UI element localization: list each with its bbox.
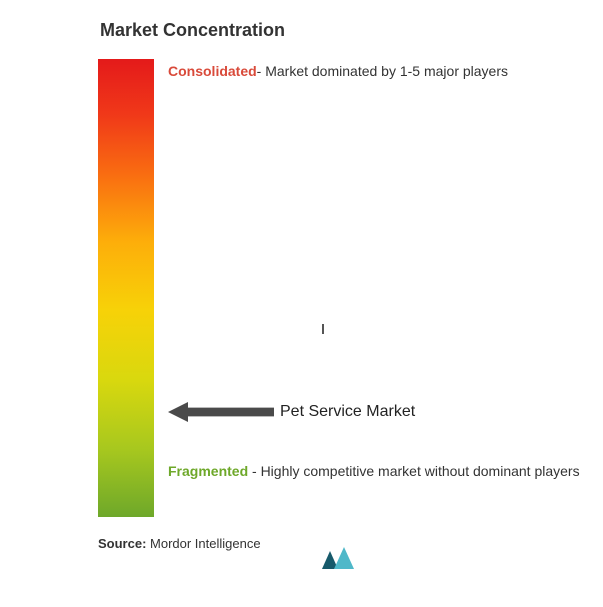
consolidated-tag: Consolidated [168, 63, 257, 79]
market-pointer: Pet Service Market [168, 402, 415, 422]
fragmented-annotation: Fragmented - Highly competitive market w… [168, 461, 580, 482]
consolidated-desc: - Market dominated by 1-5 major players [257, 63, 508, 79]
market-label: Pet Service Market [280, 403, 415, 421]
arrow-left-icon [168, 402, 274, 422]
fragmented-tag: Fragmented [168, 463, 248, 479]
source-value: Mordor Intelligence [146, 536, 260, 551]
mid-tick [322, 324, 324, 334]
gradient-bar [98, 59, 154, 517]
fragmented-desc: - Highly competitive market without domi… [248, 463, 579, 479]
source-label: Source: [98, 536, 146, 551]
page-title: Market Concentration [100, 20, 603, 41]
mordor-logo-icon [320, 545, 360, 571]
concentration-chart: Consolidated- Market dominated by 1-5 ma… [98, 59, 603, 519]
consolidated-annotation: Consolidated- Market dominated by 1-5 ma… [168, 61, 508, 82]
source-line: Source: Mordor Intelligence [98, 536, 261, 551]
